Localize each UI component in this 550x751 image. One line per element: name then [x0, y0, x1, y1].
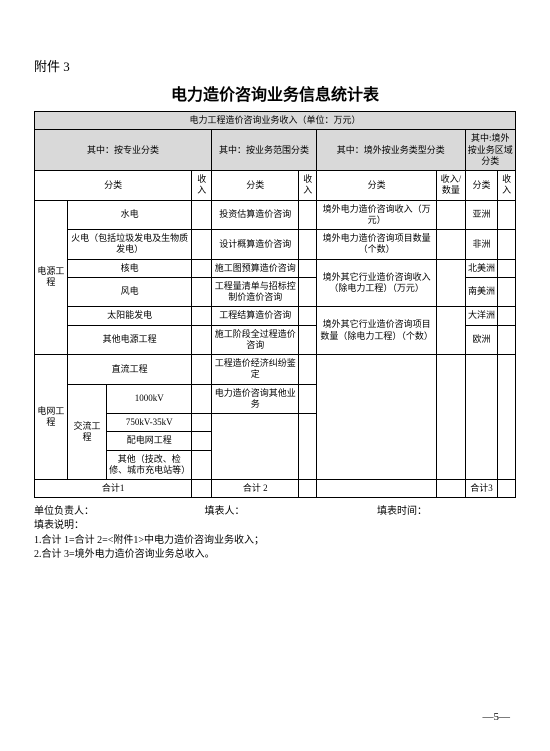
c4r6: 欧洲: [465, 325, 498, 355]
c2r8: 电力造价咨询其他业务: [212, 384, 299, 414]
total3: 合计3: [465, 480, 498, 498]
subhead-income1: 收入: [192, 171, 212, 201]
c2r7: 工程造价经济纠纷鉴定: [212, 355, 299, 385]
left-group-1: 电源工程: [35, 200, 68, 355]
c1r8a: 1000kV: [107, 384, 192, 414]
subhead-income2: 收入: [299, 171, 316, 201]
c1r1: 水电: [67, 200, 192, 230]
filler: 填表人：: [205, 502, 375, 517]
subhead-cat1: 分类: [35, 171, 192, 201]
c1r8parent: 交流工程: [67, 384, 106, 480]
c1r4: 风电: [67, 277, 192, 307]
notes-title: 填表说明：: [34, 519, 516, 534]
group-header-3: 其中：境外按业务类型分类: [316, 130, 465, 171]
c2r5: 工程结算造价咨询: [212, 307, 299, 325]
unit-resp: 单位负责人：: [34, 502, 202, 517]
c1r5: 太阳能发电: [67, 307, 192, 325]
c3r2: 境外电力造价咨询项目数量（个数）: [316, 230, 436, 260]
subhead-cat2: 分类: [212, 171, 299, 201]
total2: 合计 2: [212, 480, 299, 498]
attachment-label: 附件 3: [34, 56, 516, 75]
page-number: —5—: [483, 711, 511, 723]
c1r8d: 其他（技改、检修、城市充电站等）: [107, 450, 192, 480]
c4r2: 非洲: [465, 230, 498, 260]
group-header-1: 其中：按专业分类: [35, 130, 212, 171]
left-group-2: 电网工程: [35, 355, 68, 480]
c2r6: 施工阶段全过程造价咨询: [212, 325, 299, 355]
note-1: 1.合计 1=合计 2=<附件1>中电力造价咨询业务收入；: [34, 534, 516, 549]
c2r3: 施工图预算造价咨询: [212, 259, 299, 277]
total1: 合计1: [35, 480, 192, 498]
super-header: 电力工程造价咨询业务收入（单位：万元）: [35, 112, 516, 130]
page-title: 电力造价咨询业务信息统计表: [34, 81, 516, 105]
c4r5: 大洋洲: [465, 307, 498, 325]
subhead-cat3: 分类: [316, 171, 436, 201]
group-header-2: 其中：按业务范围分类: [212, 130, 317, 171]
c3r3: 境外其它行业造价咨询收入（除电力工程）（万元）: [316, 259, 436, 307]
group-header-4: 其中:境外按业务区域分类: [465, 130, 515, 171]
c2r1: 投资估算造价咨询: [212, 200, 299, 230]
c2r2: 设计概算造价咨询: [212, 230, 299, 260]
subhead-income5: 收入: [498, 171, 516, 201]
main-table: 电力工程造价咨询业务收入（单位：万元） 其中：按专业分类 其中：按业务范围分类 …: [34, 111, 516, 498]
c1r8c: 配电网工程: [107, 432, 192, 450]
fill-time: 填表时间：: [377, 502, 427, 517]
c3r4: 境外其它行业造价咨询项目数量（除电力工程）（个数）: [316, 307, 436, 355]
notes-block: 填表说明： 1.合计 1=合计 2=<附件1>中电力造价咨询业务收入； 2.合计…: [34, 519, 516, 563]
c1r2: 火电（包括垃圾发电及生物质发电）: [67, 230, 192, 260]
note-2: 2.合计 3=境外电力造价咨询业务总收入。: [34, 548, 516, 563]
c1r8b: 750kV-35kV: [107, 414, 192, 432]
c3r1: 境外电力造价咨询收入（万元）: [316, 200, 436, 230]
subhead-cat4: 分类: [465, 171, 498, 201]
c4r3: 北美洲: [465, 259, 498, 277]
c4r4: 南美洲: [465, 277, 498, 307]
c2r4: 工程量清单与招标控制价造价咨询: [212, 277, 299, 307]
footer-signatures: 单位负责人： 填表人： 填表时间：: [34, 502, 516, 517]
c1r3: 核电: [67, 259, 192, 277]
c1r6: 其他电源工程: [67, 325, 192, 355]
c4r1: 亚洲: [465, 200, 498, 230]
c1r7: 直流工程: [67, 355, 192, 385]
subhead-income-qty: 收入/数量: [437, 171, 465, 201]
